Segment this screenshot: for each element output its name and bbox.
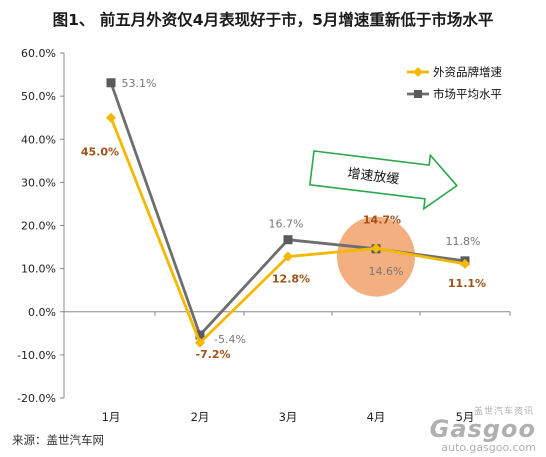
y-tick-label: 50.0%: [21, 90, 56, 103]
watermark-brand: Gasgoo: [429, 415, 536, 443]
data-point-market-average: [283, 235, 293, 245]
y-tick-label: -10.0%: [17, 349, 56, 362]
data-label-foreign-brand: 45.0%: [81, 146, 119, 159]
data-point-foreign-brand: [371, 243, 381, 254]
x-tick-label: 2月: [191, 410, 210, 424]
legend-marker: [413, 67, 423, 77]
trend-arrow-shape: [308, 150, 459, 211]
data-label-market-average: 14.6%: [369, 265, 404, 278]
trend-arrow-label: 增速放缓: [347, 166, 400, 187]
x-tick-label: 3月: [279, 410, 298, 424]
data-point-market-average: [106, 78, 116, 88]
watermark-logo: 盖世汽车资讯 Gasgoo auto.gasgoo.com: [430, 404, 536, 454]
data-point-market-average: [195, 330, 205, 340]
watermark-url: auto.gasgoo.com: [441, 441, 536, 454]
trend-arrow: 增速放缓: [308, 150, 459, 211]
legend-label: 外资品牌增速: [433, 65, 502, 79]
x-tick-label: 4月: [367, 410, 386, 424]
data-point-foreign-brand: [106, 112, 116, 123]
data-label-market-average: 16.7%: [269, 218, 304, 231]
y-tick-label: 20.0%: [21, 220, 56, 233]
y-tick-label: 40.0%: [21, 133, 56, 146]
watermark-cn: 盖世汽车资讯: [473, 407, 534, 417]
data-point-foreign-brand: [460, 258, 470, 269]
data-point-foreign-brand: [283, 251, 293, 262]
data-label-foreign-brand: 12.8%: [272, 273, 310, 286]
data-label-foreign-brand: 11.1%: [448, 277, 486, 290]
y-tick-label: 30.0%: [21, 176, 56, 189]
y-tick-label: 0.0%: [28, 306, 56, 319]
chart-title: 图1、 前五月外资仅4月表现好于市，5月增速重新低于市场水平: [52, 11, 494, 29]
x-tick-label: 1月: [102, 410, 121, 424]
series-line-market-average: [109, 82, 466, 337]
source-note: 来源：盖世汽车网: [12, 433, 104, 447]
x-tick-label: 5月: [456, 410, 475, 424]
y-tick-label: 10.0%: [21, 263, 56, 276]
data-label-foreign-brand: -7.2%: [195, 348, 230, 361]
data-label-market-average: -5.4%: [214, 333, 246, 346]
y-tick-label: 60.0%: [21, 47, 56, 60]
data-label-foreign-brand: 14.7%: [363, 213, 401, 226]
data-label-market-average: 11.8%: [446, 235, 481, 248]
y-tick-label: -20.0%: [17, 392, 56, 405]
legend-marker: [414, 90, 422, 98]
data-label-market-average: 53.1%: [122, 77, 157, 90]
highlight-circle: [337, 216, 415, 297]
legend-label: 市场平均水平: [433, 87, 502, 101]
data-point-foreign-brand: [195, 337, 205, 348]
